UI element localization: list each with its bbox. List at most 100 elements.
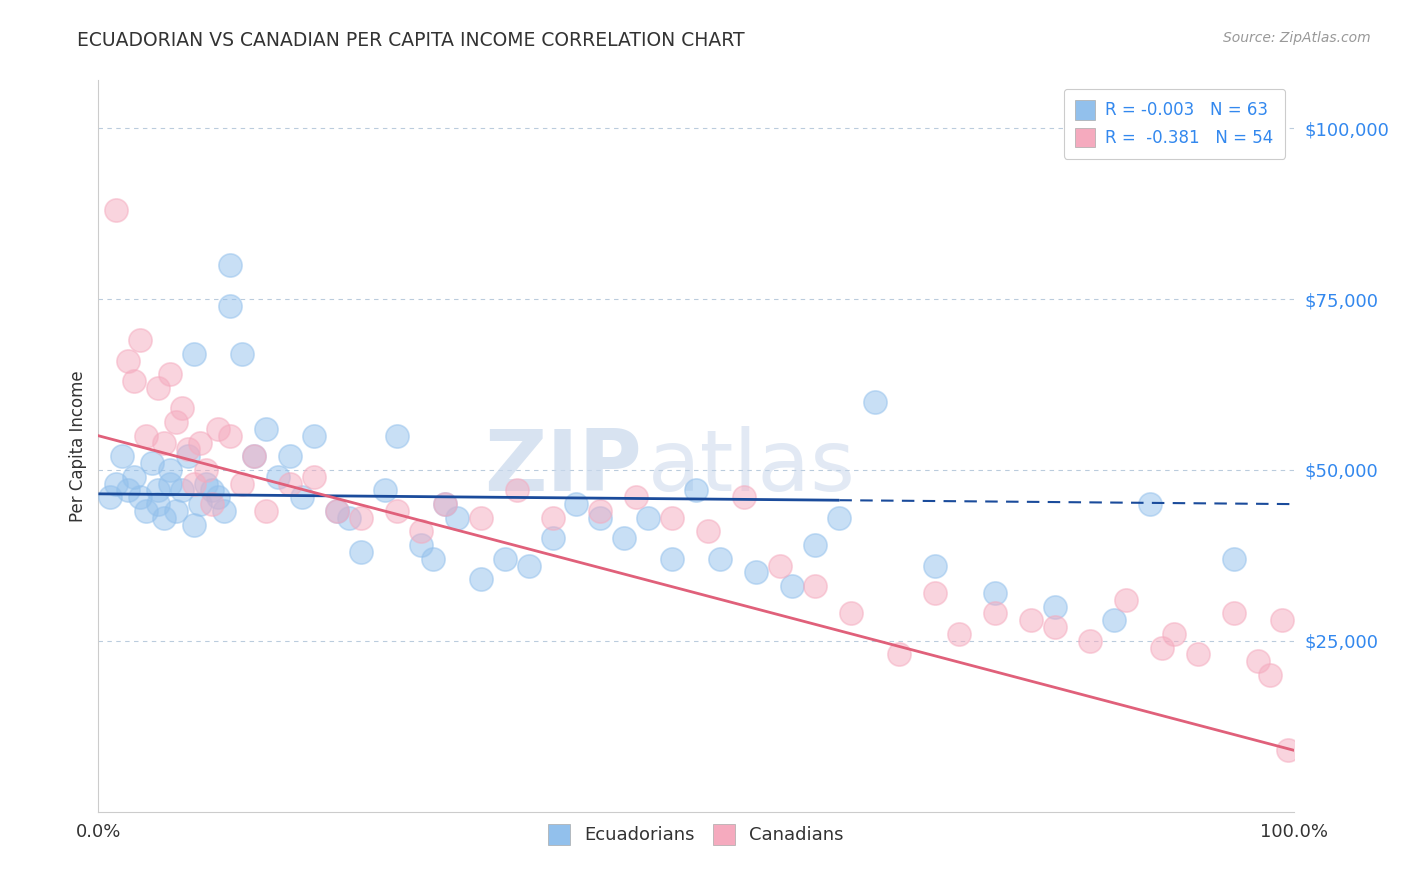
Point <box>733 490 755 504</box>
Point <box>685 483 707 498</box>
Point <box>613 531 636 545</box>
Point <box>1043 599 1066 614</box>
Text: Source: ZipAtlas.com: Source: ZipAtlas.com <box>1223 31 1371 45</box>
Point <box>506 483 529 498</box>
Point <box>1104 613 1126 627</box>
Point <box>141 456 163 470</box>
Point <box>804 538 827 552</box>
Text: ZIP: ZIP <box>485 426 643 509</box>
Point <box>517 558 540 573</box>
Point <box>1163 627 1185 641</box>
Point <box>1139 497 1161 511</box>
Point <box>148 381 170 395</box>
Point <box>267 469 290 483</box>
Point <box>148 497 170 511</box>
Point <box>231 347 253 361</box>
Point <box>153 510 176 524</box>
Point <box>470 572 492 586</box>
Point <box>207 490 229 504</box>
Point <box>183 476 205 491</box>
Point <box>135 429 157 443</box>
Point <box>254 504 277 518</box>
Point <box>207 422 229 436</box>
Legend: Ecuadorians, Canadians: Ecuadorians, Canadians <box>540 815 852 854</box>
Point <box>172 401 194 416</box>
Point <box>411 524 433 539</box>
Point <box>159 476 181 491</box>
Point <box>165 415 187 429</box>
Point <box>195 476 218 491</box>
Point <box>697 524 720 539</box>
Point <box>219 299 242 313</box>
Point <box>231 476 253 491</box>
Point <box>129 490 152 504</box>
Point <box>111 449 134 463</box>
Point <box>153 435 176 450</box>
Point <box>117 483 139 498</box>
Point <box>494 551 516 566</box>
Point <box>219 429 242 443</box>
Point <box>243 449 266 463</box>
Point <box>177 449 200 463</box>
Point <box>889 648 911 662</box>
Point <box>326 504 349 518</box>
Point <box>172 483 194 498</box>
Point <box>780 579 803 593</box>
Point <box>1187 648 1209 662</box>
Point <box>302 429 325 443</box>
Point <box>434 497 457 511</box>
Point <box>326 504 349 518</box>
Point <box>374 483 396 498</box>
Point <box>626 490 648 504</box>
Point <box>165 504 187 518</box>
Y-axis label: Per Capita Income: Per Capita Income <box>69 370 87 522</box>
Point <box>135 504 157 518</box>
Point <box>1043 620 1066 634</box>
Point <box>291 490 314 504</box>
Point <box>434 497 457 511</box>
Point <box>565 497 588 511</box>
Point <box>124 469 146 483</box>
Point <box>1271 613 1294 627</box>
Point <box>745 566 768 580</box>
Point <box>637 510 659 524</box>
Point <box>446 510 468 524</box>
Point <box>201 483 224 498</box>
Point <box>1277 743 1299 757</box>
Point <box>1258 668 1281 682</box>
Point <box>183 347 205 361</box>
Point <box>422 551 444 566</box>
Point <box>589 510 612 524</box>
Point <box>948 627 970 641</box>
Point <box>841 607 863 621</box>
Point <box>195 463 218 477</box>
Point <box>117 353 139 368</box>
Text: atlas: atlas <box>648 426 856 509</box>
Point <box>924 586 946 600</box>
Text: ECUADORIAN VS CANADIAN PER CAPITA INCOME CORRELATION CHART: ECUADORIAN VS CANADIAN PER CAPITA INCOME… <box>77 31 745 50</box>
Point <box>984 586 1007 600</box>
Point <box>589 504 612 518</box>
Point <box>1019 613 1042 627</box>
Point <box>212 504 235 518</box>
Point <box>709 551 731 566</box>
Point <box>1223 607 1246 621</box>
Point <box>159 368 181 382</box>
Point <box>804 579 827 593</box>
Point <box>1115 592 1137 607</box>
Point <box>661 510 683 524</box>
Point <box>1080 633 1102 648</box>
Point <box>385 504 409 518</box>
Point <box>924 558 946 573</box>
Point <box>188 497 211 511</box>
Point <box>219 258 242 272</box>
Point <box>129 333 152 347</box>
Point <box>828 510 851 524</box>
Point <box>350 510 373 524</box>
Point <box>148 483 170 498</box>
Point <box>188 435 211 450</box>
Point <box>278 449 301 463</box>
Point <box>177 442 200 457</box>
Point <box>105 203 128 218</box>
Point <box>1223 551 1246 566</box>
